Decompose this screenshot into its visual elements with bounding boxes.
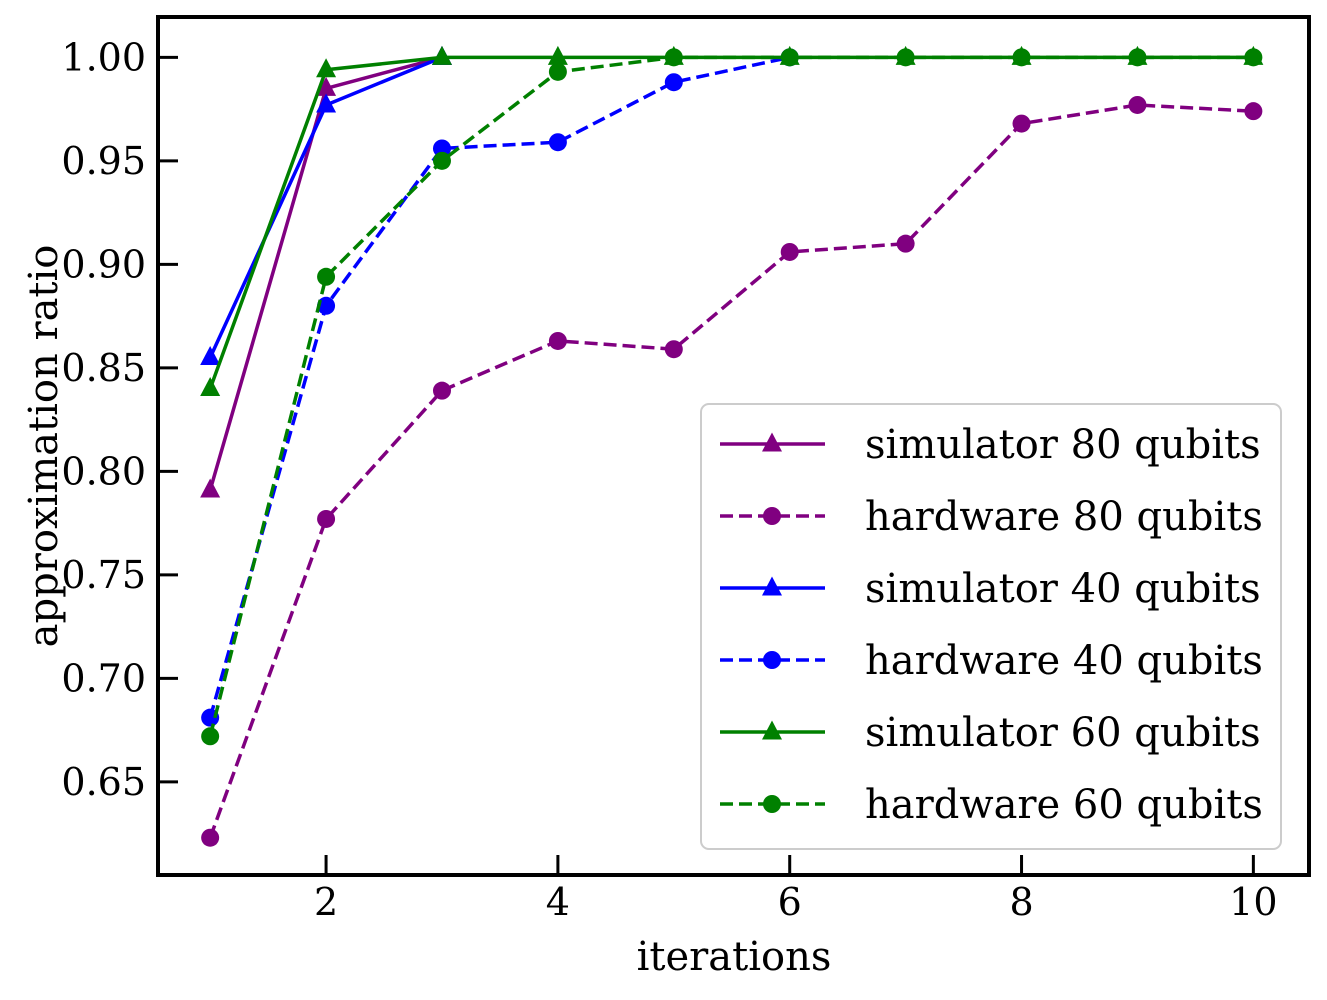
series-line [208, 55, 1254, 737]
data-point [201, 828, 220, 847]
y-tick-label: 0.90 [61, 242, 146, 286]
y-tick-label: 0.80 [61, 449, 146, 493]
legend-box [700, 403, 1282, 850]
data-point [896, 48, 915, 67]
legend-marker [763, 651, 781, 669]
legend-entry-simulator-80-qubits: simulator 80 qubits [720, 422, 1261, 468]
data-point [317, 267, 336, 286]
data-point [317, 509, 336, 528]
data-point [316, 93, 337, 113]
legend-marker [762, 576, 782, 596]
y-tick-label: 0.75 [61, 553, 146, 597]
data-point [664, 73, 683, 92]
data-point [432, 151, 451, 170]
data-point [664, 48, 683, 67]
x-tick-label: 8 [1009, 880, 1033, 924]
legend-entry-hardware-80-qubits: hardware 80 qubits [720, 494, 1263, 540]
plot-frame [156, 15, 1311, 877]
legend-label: hardware 60 qubits [865, 782, 1263, 828]
legend-marker [763, 795, 781, 813]
data-point [316, 58, 337, 78]
x-tick-label: 4 [546, 880, 570, 924]
series-line [208, 55, 1254, 390]
y-tick-label: 0.70 [61, 656, 146, 700]
series-simulator-60-qubits [200, 45, 1264, 397]
series-hardware-80-qubits [201, 95, 1263, 847]
data-point [431, 45, 452, 65]
data-point [1244, 48, 1263, 67]
legend-marker [763, 507, 781, 525]
data-point [1012, 48, 1031, 67]
series-line [208, 103, 1254, 839]
axis-ticks: 2 4 6 8 10 0.65 0.70 0.75 0.80 0.85 0.90 0.95 1.00 [61, 35, 1277, 924]
data-point [201, 727, 220, 746]
legend-entry-simulator-40-qubits: simulator 40 qubits [720, 566, 1261, 612]
data-point [548, 62, 567, 81]
data-point [780, 48, 799, 67]
y-tick-label: 0.95 [61, 139, 146, 183]
legend-entry-hardware-60-qubits: hardware 60 qubits [720, 782, 1263, 828]
data-point [548, 331, 567, 350]
y-tick-label: 1.00 [61, 35, 146, 79]
y-tick-label: 0.85 [61, 346, 146, 390]
x-tick-label: 2 [314, 880, 338, 924]
legend-label: simulator 40 qubits [865, 566, 1261, 612]
data-point [200, 478, 221, 498]
legend-label: hardware 40 qubits [865, 638, 1263, 684]
legend-marker [762, 432, 782, 452]
legend-entry-simulator-60-qubits: simulator 60 qubits [720, 710, 1261, 756]
x-tick-label: 6 [778, 880, 802, 924]
data-point [1128, 95, 1147, 114]
data-point [664, 340, 683, 359]
data-point [1244, 102, 1263, 121]
data-point [200, 346, 221, 366]
legend-marker [762, 720, 782, 740]
data-point [316, 76, 337, 96]
series-layer [200, 45, 1264, 847]
legend: simulator 80 qubits hardware 80 qubits sim… [700, 403, 1282, 850]
series-hardware-60-qubits [201, 48, 1263, 746]
data-point [896, 234, 915, 253]
x-tick-label: 10 [1229, 880, 1277, 924]
y-tick-label: 0.65 [61, 760, 146, 804]
x-axis-title: iterations [637, 934, 832, 980]
data-point [547, 45, 568, 65]
data-point [1128, 48, 1147, 67]
data-point [432, 139, 451, 158]
legend-label: hardware 80 qubits [865, 494, 1263, 540]
legend-label: simulator 60 qubits [865, 710, 1261, 756]
data-point [432, 381, 451, 400]
legend-entry-hardware-40-qubits: hardware 40 qubits [720, 638, 1263, 684]
data-point [200, 377, 221, 397]
data-point [1012, 114, 1031, 133]
data-point [548, 133, 567, 152]
data-point [780, 242, 799, 261]
legend-label: simulator 80 qubits [865, 422, 1261, 468]
y-axis-title: approximation ratio [21, 245, 67, 648]
